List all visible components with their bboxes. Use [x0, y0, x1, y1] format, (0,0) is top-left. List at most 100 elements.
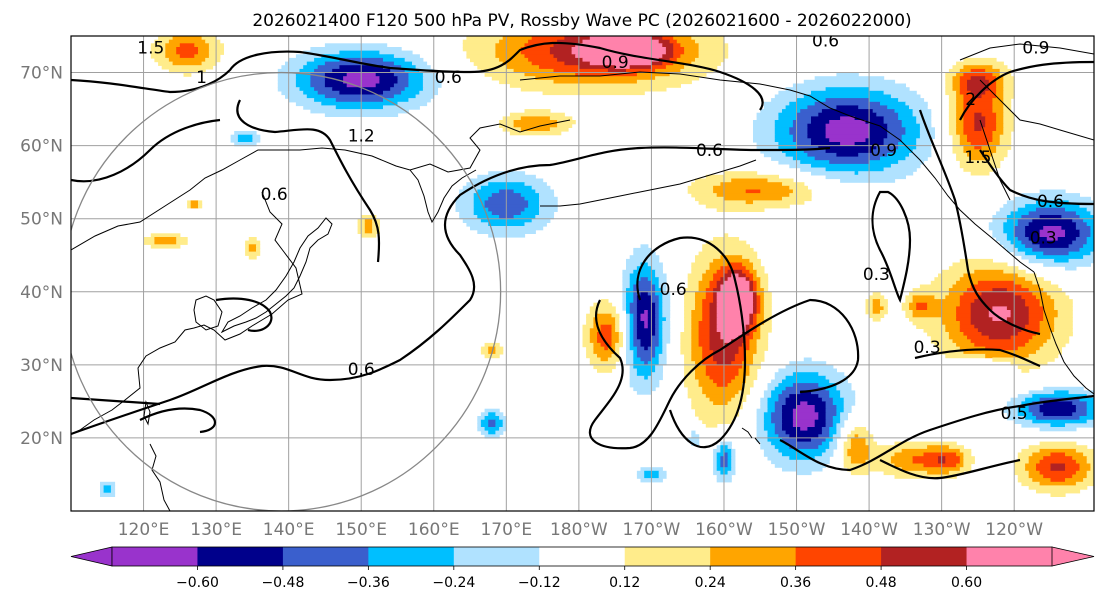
pc-shade-cell — [655, 350, 663, 355]
pc-shade-cell — [996, 90, 1004, 96]
pc-shade-cell — [622, 302, 627, 307]
coastline-alaska — [519, 71, 1035, 273]
pc-shade-cell — [959, 448, 972, 454]
pc-shade-cell — [981, 112, 997, 117]
pc-shade-cell — [745, 189, 761, 194]
pc-shade-cell — [709, 397, 732, 402]
pc-shade-cell — [680, 342, 692, 348]
colorbar-extend-min — [70, 546, 113, 567]
pc-shade-cell — [905, 295, 914, 300]
pc-shade-cell — [767, 401, 776, 406]
pc-shade-cell — [774, 375, 787, 381]
pc-shade-cell — [1039, 470, 1077, 476]
pc-shade-cell — [727, 452, 732, 457]
pc-shade-cell — [194, 43, 210, 48]
pc-shade-cell — [836, 423, 845, 428]
pc-shade-cell — [687, 386, 703, 392]
pc-shade-cell — [774, 138, 794, 143]
pc-shade-cell — [1006, 247, 1019, 253]
pc-shade-cell — [665, 50, 674, 55]
pc-shade-cell — [597, 353, 613, 359]
pc-shade-cell — [1039, 229, 1066, 234]
pc-shade-cell — [636, 368, 656, 373]
pc-shade-cell — [662, 346, 667, 351]
pc-shade-cell — [1072, 474, 1088, 479]
pc-shade-cell — [611, 353, 620, 359]
pc-shade-cell — [818, 394, 830, 399]
pc-shade-cell — [557, 123, 573, 128]
pc-shade-cell — [974, 342, 1026, 348]
pc-shade-cell — [1017, 456, 1030, 461]
pc-shade-cell — [963, 116, 975, 121]
pc-shade-cell — [985, 353, 1030, 359]
pc-shade-cell — [963, 463, 972, 468]
pc-shade-cell — [531, 36, 565, 41]
pv-contour-0.3-subtropical — [914, 348, 1041, 368]
pc-shade-cell — [763, 306, 772, 311]
pc-shade-cell — [1039, 244, 1070, 249]
pv-contour-se-asia — [71, 396, 217, 434]
pc-shade-cell — [698, 379, 714, 384]
pc-shade-cell — [753, 134, 776, 139]
contour-label: 0.6 — [435, 68, 462, 88]
pc-shade-cell — [531, 185, 551, 191]
pc-shade-cell — [687, 273, 703, 278]
pc-shade-cell — [1003, 90, 1015, 96]
pc-shade-cell — [1075, 408, 1088, 413]
pc-shade-cell — [883, 306, 888, 311]
pc-shade-cell — [880, 302, 888, 307]
pc-shade-cell — [767, 405, 776, 410]
pc-shade-cell — [655, 313, 660, 318]
pc-shade-cell — [745, 335, 754, 340]
pc-shade-cell — [796, 116, 812, 121]
pc-shade-cell — [970, 284, 1023, 289]
pc-shade-cell — [727, 401, 743, 406]
pc-shade-cell — [967, 83, 990, 88]
pc-shade-cell — [858, 434, 874, 439]
pc-shade-cell — [821, 452, 834, 457]
pc-shade-cell — [626, 361, 634, 366]
pc-shade-cell — [1054, 390, 1070, 395]
pc-shade-cell — [626, 324, 631, 329]
pc-shade-cell — [150, 43, 166, 48]
pc-shade-cell — [981, 127, 997, 132]
pc-shade-cell — [945, 72, 957, 77]
pc-shade-cell — [756, 437, 769, 443]
colorbar-tick-label: 0.24 — [695, 575, 726, 591]
pc-shade-cell — [847, 434, 856, 439]
pc-shade-cell — [999, 207, 1019, 212]
pc-shade-cell — [495, 412, 504, 417]
pc-shade-cell — [760, 328, 772, 333]
pc-shade-cell — [364, 222, 373, 227]
pc-shade-cell — [622, 299, 627, 304]
pc-shade-cell — [749, 324, 758, 329]
pc-shade-cell — [952, 262, 1008, 267]
pc-shade-cell — [520, 116, 551, 121]
pc-shade-cell — [869, 134, 888, 139]
pc-shade-cell — [702, 306, 711, 311]
pc-shade-cell — [1025, 226, 1044, 231]
pc-shade-cell — [1050, 332, 1073, 337]
pc-shade-cell — [963, 94, 975, 99]
pc-shade-cell — [782, 419, 794, 424]
pc-shade-cell — [916, 324, 946, 329]
pc-shade-cell — [673, 50, 685, 55]
pc-shade-cell — [963, 127, 975, 132]
pc-shade-cell — [466, 36, 504, 41]
pc-shade-cell — [1003, 120, 1015, 125]
pc-shade-cell — [760, 441, 772, 446]
pc-shade-cell — [763, 288, 769, 293]
pc-shade-cell — [1014, 467, 1026, 472]
pc-shade-cell — [629, 302, 638, 307]
pc-shade-cell — [1054, 302, 1073, 307]
pc-shade-cell — [963, 452, 972, 457]
pc-shade-cell — [1075, 470, 1088, 476]
pc-shade-cell — [502, 423, 507, 428]
pc-shade-cell — [974, 269, 1004, 275]
pc-shade-cell — [880, 156, 906, 161]
pc-shade-cell — [872, 299, 881, 304]
pc-shade-cell — [818, 445, 830, 450]
pc-shade-cell — [480, 423, 489, 428]
lon-tick-label: 170°E — [480, 520, 532, 540]
pc-shade-cell — [626, 306, 631, 311]
